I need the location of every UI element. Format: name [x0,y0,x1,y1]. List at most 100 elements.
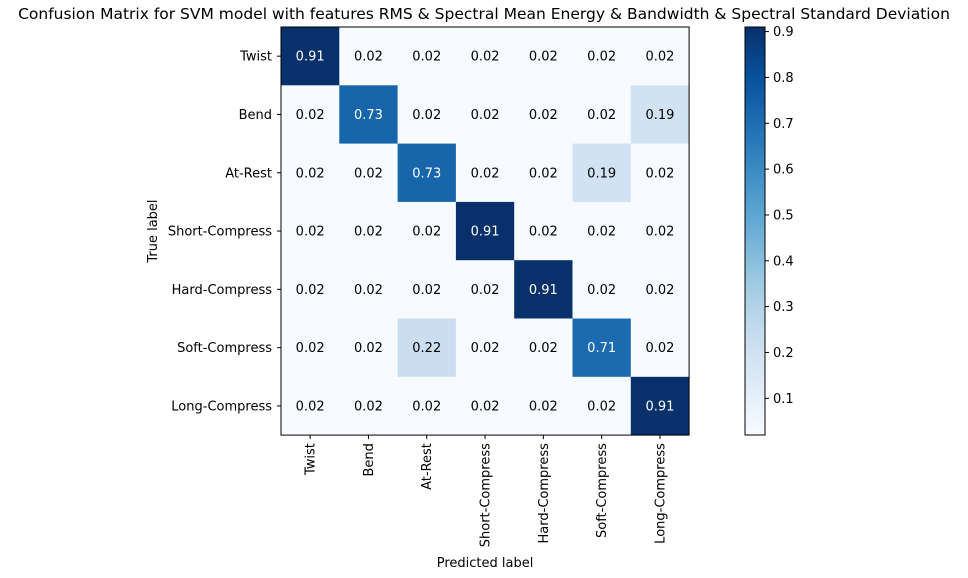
cell-value-label: 0.02 [296,225,325,240]
y-tick-label: Long-Compress [171,399,272,414]
heatmap-cell-labels: 0.91 0.02 0.02 0.02 0.02 0.02 0.02 0.02 0.73 0.02… [296,50,675,415]
cell-value-label: 0.02 [471,50,500,65]
heatmap-cell [455,201,515,261]
x-tick-label: Bend [362,443,377,476]
heatmap-cell [630,27,690,86]
heatmap-cell [630,201,690,261]
x-tick-label: Long-Compress [653,443,668,544]
cell-value-label: 0.19 [587,166,616,181]
colorbar-tick-label: 0.7 [773,117,794,132]
cell-value-label: 0.02 [529,399,558,414]
heatmap-cell [514,85,573,144]
heatmap-cell [397,27,457,86]
heatmap-cell [339,260,398,319]
heatmap-cell [339,85,398,144]
x-tick-label: At-Rest [420,443,435,490]
cell-value-label: 0.73 [412,166,441,181]
x-tick-label: Soft-Compress [595,443,610,538]
colorbar-ticks: 0.1 0.2 0.3 0.4 0.5 0.6 0.7 0.8 0.9 [765,25,794,407]
heatmap-cell [455,260,515,319]
cell-value-label: 0.02 [587,283,616,298]
y-tick-label: Short-Compress [168,225,272,240]
cell-value-label: 0.02 [587,399,616,414]
heatmap-cells [281,27,690,436]
heatmap-cell [339,27,398,86]
cell-value-label: 0.02 [354,166,383,181]
heatmap-cell [572,85,632,144]
x-tick-label: Twist [304,443,319,476]
heatmap-cell [397,201,457,261]
cell-value-label: 0.02 [412,225,441,240]
cell-value-label: 0.02 [529,50,558,65]
cell-value-label: 0.02 [645,283,674,298]
heatmap-cell [572,260,632,319]
cell-value-label: 0.02 [296,166,325,181]
colorbar [744,26,766,436]
x-tick-label: Hard-Compress [537,443,552,544]
cell-value-label: 0.02 [645,341,674,356]
cell-value-label: 0.02 [645,225,674,240]
cell-value-label: 0.02 [529,108,558,123]
heatmap-cell [339,143,398,203]
cell-value-label: 0.02 [587,108,616,123]
cell-value-label: 0.02 [412,50,441,65]
colorbar-tick-label: 0.4 [773,254,794,269]
heatmap-cell [281,318,340,378]
heatmap-cell [339,376,398,436]
y-axis-label: True label [146,199,161,263]
heatmap-cell [514,260,573,319]
heatmap-cell [397,376,457,436]
y-tick-label: Twist [239,50,272,65]
cell-value-label: 0.02 [412,108,441,123]
cell-value-label: 0.02 [296,283,325,298]
heatmap-cell [630,143,690,203]
cell-value-label: 0.02 [296,108,325,123]
cell-value-label: 0.02 [471,399,500,414]
cell-value-label: 0.02 [529,225,558,240]
colorbar-tick-label: 0.8 [773,71,794,86]
cell-value-label: 0.02 [471,108,500,123]
cell-value-label: 0.02 [354,50,383,65]
heatmap-cell [339,201,398,261]
cell-value-label: 0.02 [471,283,500,298]
cell-value-label: 0.02 [645,166,674,181]
cell-value-label: 0.02 [471,341,500,356]
cell-value-label: 0.19 [645,108,674,123]
cell-value-label: 0.02 [354,341,383,356]
cell-value-label: 0.73 [354,108,383,123]
cell-value-label: 0.02 [354,283,383,298]
cell-value-label: 0.02 [354,225,383,240]
heatmap-cell [514,27,573,86]
heatmap-cell [281,27,340,86]
cell-value-label: 0.91 [645,399,674,414]
heatmap-cell [572,201,632,261]
heatmap-cell [281,201,340,261]
heatmap-cell [455,376,515,436]
heatmap-cell [339,318,398,378]
heatmap-cell [630,318,690,378]
heatmap-cell [572,318,632,378]
heatmap-cell [630,376,690,436]
y-tick-label: Bend [239,108,272,123]
heatmap-cell [514,201,573,261]
heatmap-cell [281,376,340,436]
colorbar-tick-label: 0.6 [773,163,794,178]
y-tick-label: Soft-Compress [177,341,272,356]
cell-value-label: 0.02 [412,399,441,414]
heatmap-cell [572,27,632,86]
heatmap-cell [514,376,573,436]
cell-value-label: 0.91 [296,50,325,65]
cell-value-label: 0.02 [412,283,441,298]
x-axis-ticks: Twist Bend At-Rest Short-Compress Hard-Compr… [304,435,668,547]
heatmap-cell [397,143,457,203]
cell-value-label: 0.91 [529,283,558,298]
y-axis-ticks: Twist Bend At-Rest Short-Compress Hard-Compr… [168,50,281,414]
heatmap-cell [514,143,573,203]
heatmap-cell [397,318,457,378]
heatmap-cell [397,260,457,319]
heatmap-cell [455,318,515,378]
colorbar-tick-label: 0.2 [773,346,794,361]
heatmap-cell [572,143,632,203]
cell-value-label: 0.02 [529,166,558,181]
cell-value-label: 0.71 [587,341,616,356]
